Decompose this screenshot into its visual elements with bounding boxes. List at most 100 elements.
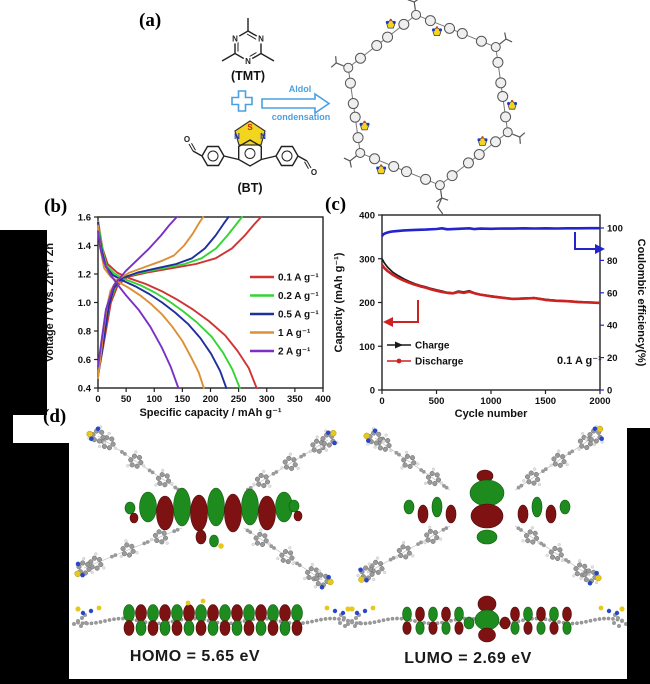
- lumo-orbital-molecule: [346, 425, 628, 643]
- carbon-atom: [343, 624, 347, 628]
- phenyl-ring: [495, 77, 507, 89]
- orbital-lobe: [135, 604, 147, 622]
- branch-stub: [413, 0, 419, 3]
- carbon-atom: [289, 555, 295, 561]
- carbon-atom: [375, 569, 381, 575]
- y-tick-left-label: 400: [359, 211, 375, 222]
- x-tick-label: 400: [315, 394, 331, 405]
- sulfur-atom: [363, 432, 370, 440]
- hydrogen-atom: [161, 468, 165, 473]
- carbon-atom: [295, 561, 299, 566]
- carbon-atom: [286, 455, 292, 461]
- branch-stub: [440, 190, 443, 199]
- carbon-atom: [315, 581, 321, 587]
- arrow-label-bottom: condensation: [272, 112, 331, 122]
- carbon-atom: [263, 474, 269, 480]
- carbon-atom: [575, 621, 579, 626]
- orbital-lobe: [469, 479, 505, 507]
- nitrogen-atom: [606, 608, 612, 614]
- carbon-atom: [530, 539, 536, 545]
- phenyl-ring: [354, 52, 366, 64]
- branch-stub: [519, 132, 526, 138]
- carbon-atom: [310, 442, 316, 448]
- carbon-atom: [291, 457, 297, 463]
- carbon-atom: [308, 566, 314, 572]
- orbital-lobe: [123, 604, 135, 622]
- hydrogen-atom: [317, 569, 322, 573]
- hydrogen-atom: [113, 446, 118, 450]
- carbon-atom: [525, 538, 531, 544]
- orbital-lobe: [195, 604, 207, 622]
- carbon-atom: [570, 449, 575, 454]
- reaction-scheme-tmt-bt: N N N (TMT) Aldol condensation S N: [184, 18, 331, 195]
- orbital-lobe: [474, 609, 500, 631]
- n-atom-label: N: [245, 57, 251, 66]
- redaction-block-bottom-left: [0, 443, 69, 684]
- x-tick-label: 100: [146, 394, 162, 405]
- carbon-atom: [98, 561, 104, 568]
- nitrogen-atom: [319, 584, 325, 590]
- homo-caption: HOMO = 5.65 eV: [129, 648, 261, 665]
- carbon-atom: [271, 471, 276, 476]
- orbital-lobe: [441, 621, 451, 635]
- carbon-atom: [427, 528, 433, 534]
- orbital-lobe: [279, 604, 291, 622]
- y-tick-left-label: 100: [359, 342, 375, 353]
- carbon-atom: [527, 529, 533, 535]
- orbital-lobe: [255, 604, 267, 622]
- carbon-atom: [258, 472, 264, 479]
- carbon-atom: [299, 454, 304, 459]
- orbital-lobe: [523, 606, 533, 622]
- hydrogen-atom: [126, 464, 130, 468]
- x-tick-label: 2000: [589, 396, 610, 407]
- carbon-atom: [254, 540, 261, 546]
- orbital-lobe: [431, 496, 443, 518]
- legend-label: 0.5 A g⁻¹: [278, 310, 319, 321]
- carbon-atom: [157, 480, 163, 486]
- carbon-atom: [434, 535, 440, 541]
- orbital-lobe: [279, 620, 291, 636]
- carbon-atom: [557, 620, 561, 624]
- x-tick-label: 0: [95, 394, 100, 405]
- carbon-atom: [264, 479, 271, 485]
- x-tick-label: 350: [287, 394, 303, 405]
- hydrogen-atom: [367, 562, 371, 566]
- nitrogen-atom: [332, 608, 338, 614]
- sulfur-atom: [324, 605, 330, 611]
- carbon-atom: [338, 621, 342, 625]
- orbital-lobe: [183, 620, 195, 636]
- orbital-lobe: [224, 493, 242, 533]
- branch-stub: [343, 157, 351, 162]
- hydrogen-atom: [384, 433, 388, 437]
- carbon-atom: [535, 476, 541, 483]
- carbon-atom: [150, 470, 155, 475]
- carbon-atom: [328, 616, 332, 621]
- n-atom-dot: [385, 20, 389, 24]
- hydrogen-atom: [366, 442, 370, 446]
- orbital-lobe: [124, 501, 136, 515]
- branch-stub: [335, 62, 344, 67]
- series-0.2 A g⁻¹: [97, 216, 243, 389]
- nitrogen-atom: [372, 428, 378, 434]
- carbon-atom: [444, 485, 449, 490]
- phenyl-ring: [371, 40, 383, 52]
- phenyl-ring: [352, 132, 364, 144]
- sulfur-atom: [349, 606, 355, 612]
- nitrogen-atom: [89, 436, 94, 442]
- orbital-lobe: [241, 488, 259, 526]
- carbon-atom: [401, 457, 407, 463]
- carbon-atom: [386, 617, 390, 622]
- carbon-atom: [416, 542, 420, 546]
- hydrogen-atom: [102, 441, 107, 445]
- carbon-atom: [373, 440, 379, 446]
- carbon-atom: [432, 530, 438, 536]
- carbon-atom: [550, 554, 556, 560]
- sulfur-atom: [86, 430, 93, 438]
- nitrogen-atom: [80, 572, 85, 578]
- carbon-atom: [368, 566, 374, 572]
- carbon-atom: [164, 473, 170, 479]
- sulfur-atom: [598, 605, 604, 611]
- carbon-atom: [85, 561, 91, 567]
- carbon-atom: [128, 457, 134, 463]
- carbon-atom: [253, 535, 259, 541]
